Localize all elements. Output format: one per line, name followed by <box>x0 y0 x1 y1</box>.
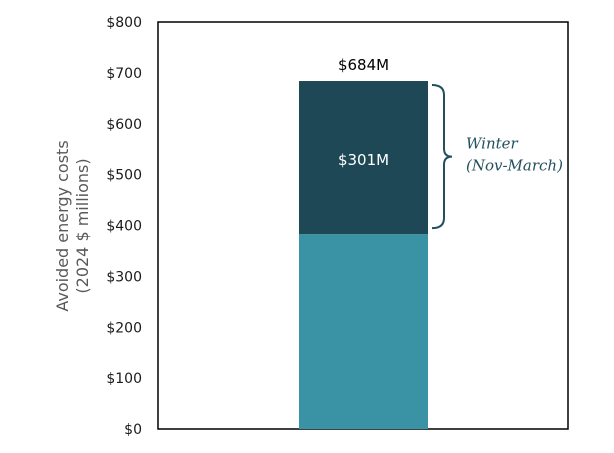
y-tick-label: $400 <box>106 219 142 235</box>
y-tick-label: $0 <box>124 422 142 438</box>
y-axis-label-line2: (2024 $ millions) <box>73 158 92 293</box>
y-tick-label: $800 <box>106 15 142 31</box>
y-tick-label: $700 <box>106 66 142 82</box>
bar-segment-base <box>299 234 428 429</box>
annotation-line1: Winter <box>466 135 519 153</box>
bar-segment-winter <box>299 81 428 235</box>
total-label: $684M <box>338 56 389 74</box>
winter-bracket <box>431 84 453 230</box>
y-tick-label: $300 <box>106 269 142 285</box>
segment-label-winter: $301M <box>338 151 389 169</box>
y-tick-label: $600 <box>106 117 142 133</box>
y-axis-label-line1: Avoided energy costs <box>53 140 72 311</box>
y-tick-label: $100 <box>106 371 142 387</box>
annotation-line2: (Nov-March) <box>466 157 563 175</box>
y-axis-ticks: $0 $100 $200 $300 $400 $500 $600 $700 $800 <box>106 15 142 438</box>
y-tick-label: $200 <box>106 320 142 336</box>
y-tick-label: $500 <box>106 168 142 184</box>
bar-stack <box>299 81 428 429</box>
